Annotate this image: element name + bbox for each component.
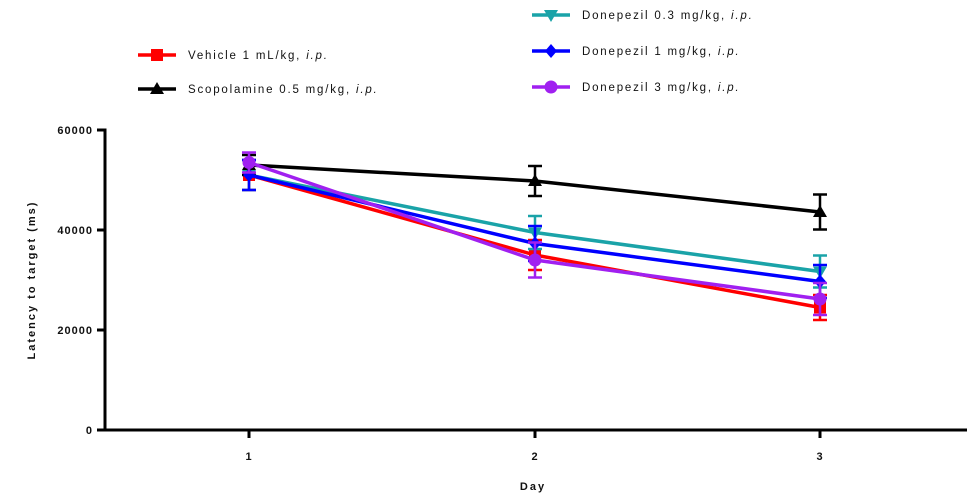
legend-label: Donepezil 3 mg/kg, i.p.: [582, 82, 740, 94]
x-axis-title: Day: [520, 481, 546, 493]
legend-label-text: Donepezil 3 mg/kg,: [582, 82, 718, 94]
legend-label-text: Donepezil 0.3 mg/kg,: [582, 10, 731, 22]
data-point: [242, 156, 256, 169]
series-group: [242, 151, 827, 322]
series-5: [242, 151, 827, 317]
legend-item: Donepezil 0.3 mg/kg, i.p.: [532, 10, 754, 22]
data-point: [813, 205, 827, 217]
legend-item: Vehicle 1 mL/kg, i.p.: [138, 49, 329, 62]
legend-label-italic: i.p.: [356, 84, 379, 96]
legend-label: Scopolamine 0.5 mg/kg, i.p.: [188, 84, 379, 96]
legend-swatch-marker: [151, 49, 163, 61]
legend-swatch-marker: [545, 44, 557, 58]
x-tick-label: 3: [816, 451, 823, 463]
legend-item: Donepezil 3 mg/kg, i.p.: [532, 80, 740, 94]
y-tick-label: 40000: [57, 225, 93, 237]
legend-label-italic: i.p.: [306, 50, 329, 62]
data-point: [813, 292, 827, 306]
x-tick-label: 2: [531, 451, 538, 463]
y-tick-label: 20000: [57, 325, 93, 337]
y-tick-label: 60000: [57, 125, 93, 137]
y-axis-title: Latency to target (ms): [26, 201, 38, 360]
legend-item: Donepezil 1 mg/kg, i.p.: [532, 44, 740, 58]
data-point: [528, 253, 542, 267]
axes: 0 20000 40000 60000 1 2 3: [57, 125, 967, 463]
legend-label: Donepezil 1 mg/kg, i.p.: [582, 46, 740, 58]
legend-label-italic: i.p.: [718, 46, 741, 58]
legend-item: Scopolamine 0.5 mg/kg, i.p.: [138, 82, 379, 96]
y-tick-label: 0: [86, 425, 93, 437]
legend-swatch-marker: [544, 80, 558, 94]
legend-label-italic: i.p.: [718, 82, 741, 94]
legend: Vehicle 1 mL/kg, i.p.Scopolamine 0.5 mg/…: [138, 10, 754, 96]
x-tick-label: 1: [245, 451, 252, 463]
legend-label-italic: i.p.: [731, 10, 754, 22]
legend-label-text: Vehicle 1 mL/kg,: [188, 50, 306, 62]
legend-swatch-marker: [150, 82, 164, 94]
legend-swatch-marker: [544, 10, 558, 22]
data-point: [528, 174, 542, 186]
legend-label-text: Donepezil 1 mg/kg,: [582, 46, 718, 58]
legend-label: Donepezil 0.3 mg/kg, i.p.: [582, 10, 754, 22]
legend-label: Vehicle 1 mL/kg, i.p.: [188, 50, 329, 62]
legend-label-text: Scopolamine 0.5 mg/kg,: [188, 84, 356, 96]
data-point: [814, 274, 826, 289]
